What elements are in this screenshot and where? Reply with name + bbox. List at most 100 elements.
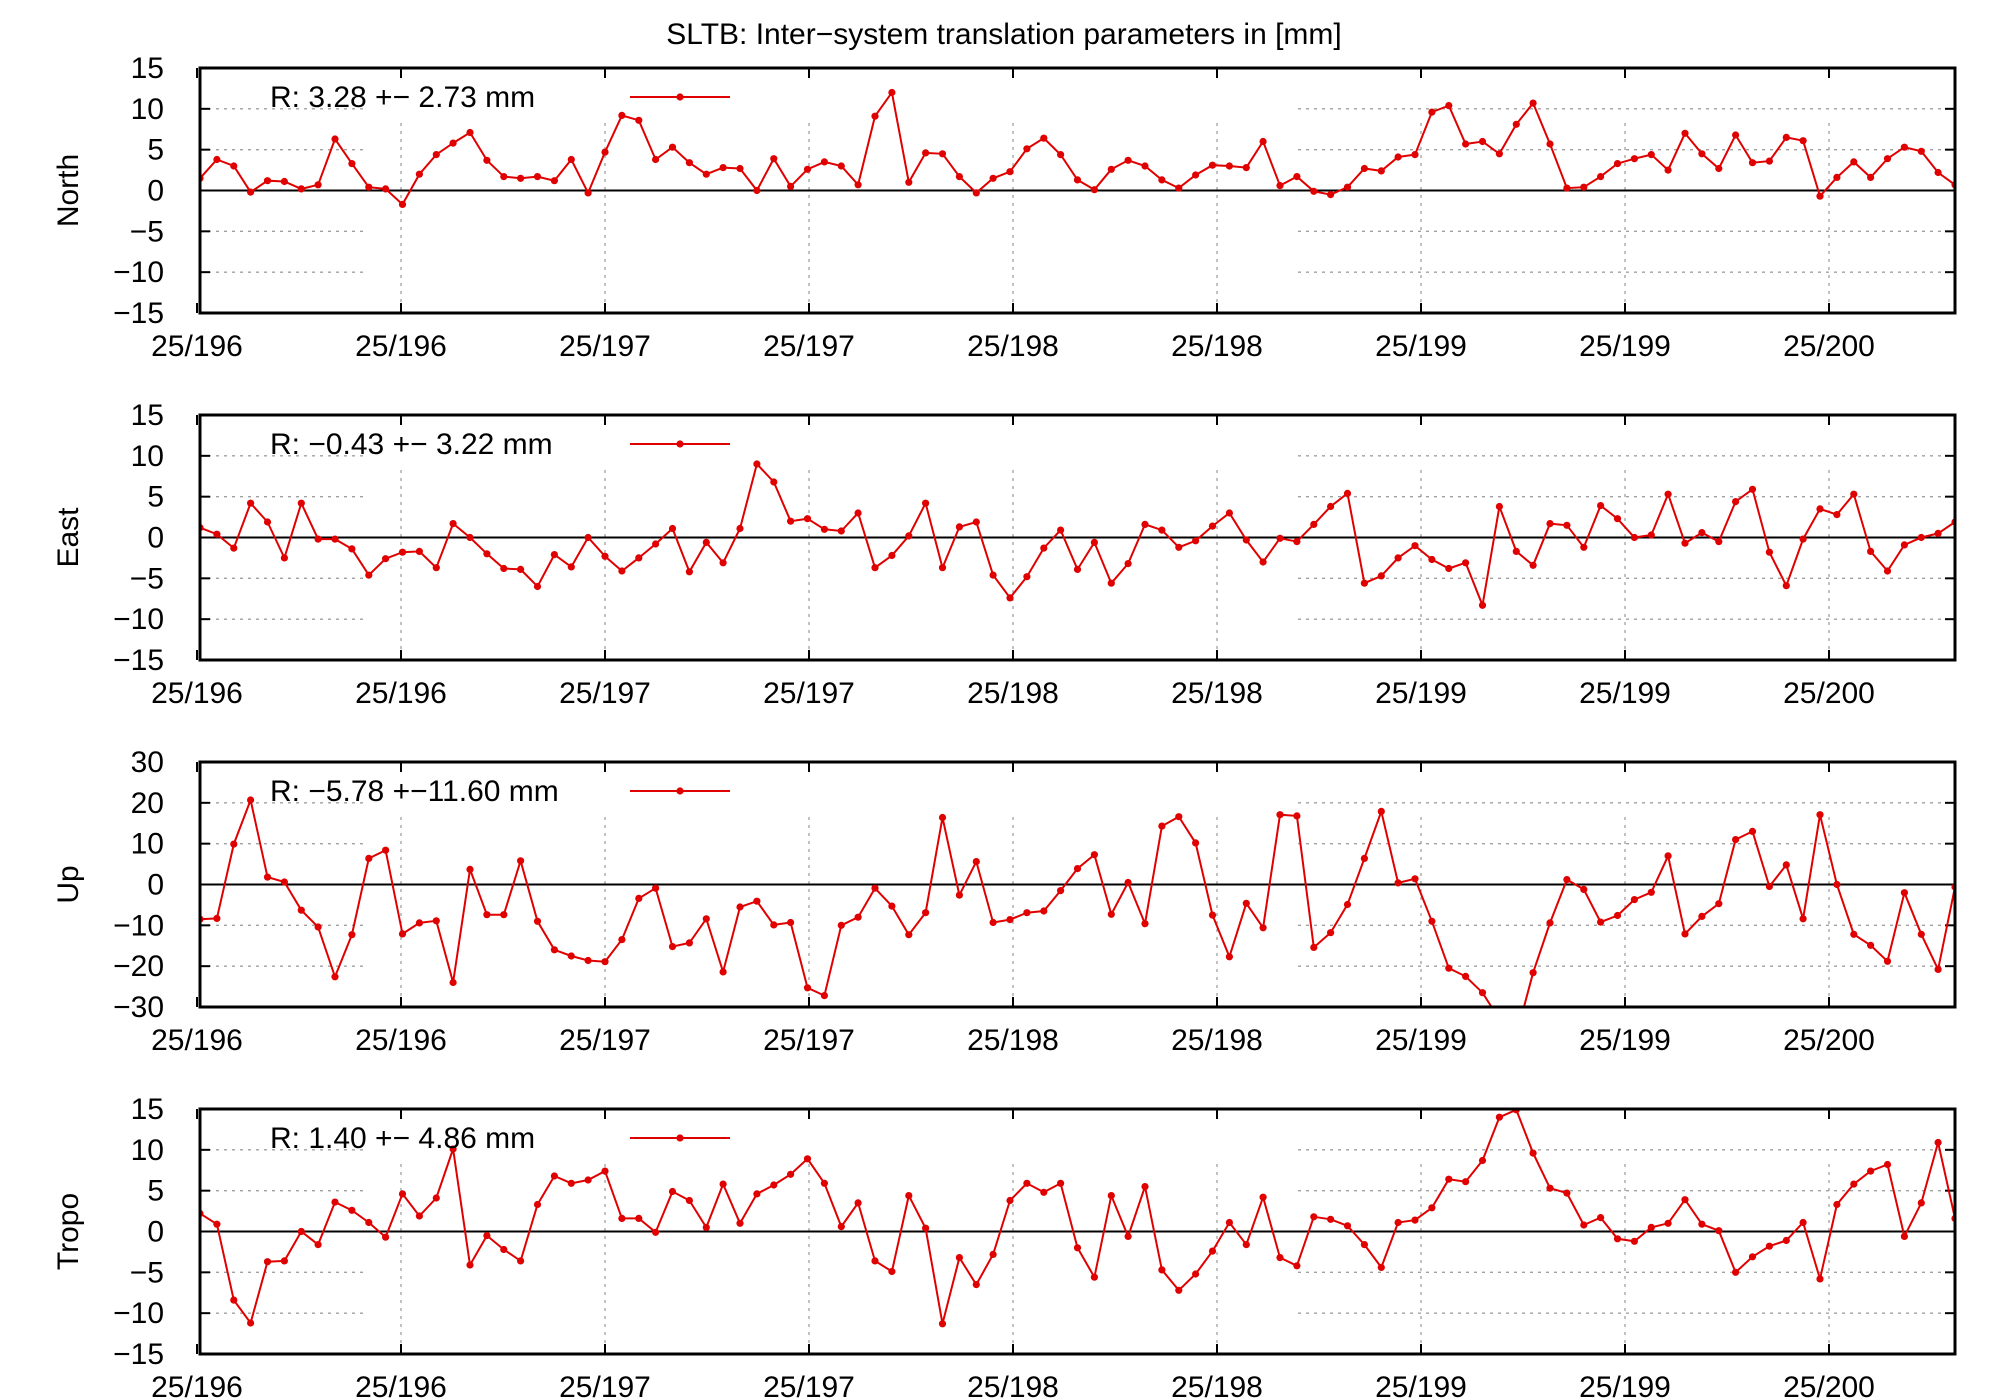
data-point xyxy=(1225,162,1233,170)
data-point xyxy=(230,544,238,552)
data-point xyxy=(550,551,559,559)
data-point xyxy=(989,918,997,927)
data-point xyxy=(500,564,508,573)
data-point xyxy=(398,200,407,208)
data-point xyxy=(230,162,238,170)
y-tick-label: 0 xyxy=(147,869,164,902)
data-point xyxy=(1782,582,1790,590)
data-point xyxy=(1327,929,1335,937)
data-point xyxy=(1327,502,1335,511)
data-point xyxy=(854,1199,862,1207)
data-point xyxy=(635,1214,643,1222)
data-point xyxy=(550,177,559,185)
data-point xyxy=(1175,813,1183,821)
x-tick-label: 25/196 xyxy=(355,330,447,363)
data-point xyxy=(500,173,508,181)
data-point xyxy=(989,1250,997,1258)
legend-marker xyxy=(676,1134,684,1142)
x-tick-label: 25/196 xyxy=(151,330,243,363)
data-point xyxy=(466,128,474,137)
data-point xyxy=(1107,165,1115,173)
data-point xyxy=(635,116,643,124)
data-point xyxy=(483,1232,491,1240)
data-point xyxy=(1512,547,1520,556)
data-point xyxy=(787,1170,795,1178)
series xyxy=(200,460,1955,609)
data-point xyxy=(618,567,626,575)
series xyxy=(200,1109,1955,1328)
data-point xyxy=(1208,522,1217,530)
data-point xyxy=(972,1281,980,1289)
data-point xyxy=(483,911,491,919)
x-tick-label: 25/198 xyxy=(1171,677,1263,710)
data-point xyxy=(1360,854,1368,863)
data-point xyxy=(1293,1262,1301,1270)
data-point xyxy=(331,973,339,981)
data-point xyxy=(938,1320,947,1328)
data-point xyxy=(1276,182,1284,190)
plot-frame xyxy=(198,66,1957,315)
data-point xyxy=(1090,186,1098,194)
data-point xyxy=(1462,140,1470,148)
data-point xyxy=(1478,989,1487,997)
data-point xyxy=(1242,536,1250,544)
y-tick-label: 5 xyxy=(147,481,164,514)
data-point xyxy=(1664,490,1672,498)
data-point xyxy=(1124,560,1132,568)
data-point xyxy=(618,111,626,119)
data-point xyxy=(449,139,457,147)
data-point xyxy=(1360,164,1368,173)
data-point xyxy=(1293,812,1301,820)
data-point xyxy=(584,533,592,542)
data-point xyxy=(1597,173,1605,181)
data-point xyxy=(230,840,238,848)
data-point xyxy=(449,520,457,528)
x-tick-label: 25/200 xyxy=(1783,1024,1875,1057)
data-point xyxy=(1394,879,1402,887)
data-point xyxy=(1495,150,1503,158)
data-point xyxy=(888,551,896,560)
data-point xyxy=(550,1172,559,1180)
data-point xyxy=(533,917,542,925)
data-point xyxy=(1833,173,1841,181)
data-point xyxy=(517,565,525,574)
data-point xyxy=(584,1176,592,1184)
data-point xyxy=(1715,900,1723,908)
data-point xyxy=(1816,505,1824,513)
y-tick-label: −10 xyxy=(113,909,164,942)
x-tick-label: 25/196 xyxy=(151,1024,243,1057)
data-point xyxy=(1428,555,1436,564)
x-tick-label: 25/198 xyxy=(967,677,1059,710)
data-point xyxy=(1546,520,1554,528)
y-tick-label: 15 xyxy=(131,52,164,85)
data-point xyxy=(1715,164,1723,173)
x-tick-label: 25/197 xyxy=(559,1371,651,1400)
data-point xyxy=(1259,1193,1267,1201)
data-point xyxy=(1765,548,1773,556)
data-point xyxy=(618,936,626,944)
data-point xyxy=(1748,485,1757,493)
data-point xyxy=(837,162,845,170)
data-point xyxy=(297,499,305,507)
data-point xyxy=(787,182,795,190)
data-point xyxy=(1158,1266,1166,1274)
data-point xyxy=(1934,168,1942,177)
y-tick-label: 10 xyxy=(131,1134,164,1167)
data-point xyxy=(1073,865,1082,873)
data-point xyxy=(1613,160,1622,168)
data-point xyxy=(1664,1219,1672,1227)
data-point xyxy=(533,173,542,181)
data-point xyxy=(1900,541,1908,549)
data-point xyxy=(1546,919,1554,927)
data-point xyxy=(1411,875,1419,883)
data-point xyxy=(1883,567,1892,575)
series-line xyxy=(200,796,1955,1007)
data-point xyxy=(1698,1220,1706,1228)
y-tick-label: 10 xyxy=(131,93,164,126)
data-point xyxy=(280,554,288,562)
data-point xyxy=(584,956,592,965)
y-tick-label: −5 xyxy=(130,562,164,595)
data-point xyxy=(1343,183,1352,191)
data-point xyxy=(1073,565,1082,574)
data-point xyxy=(955,523,964,531)
